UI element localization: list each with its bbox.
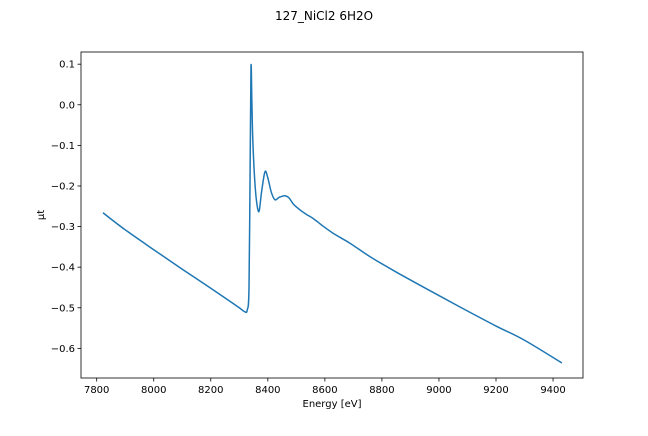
x-tick-label: 9000 [426,385,451,396]
series-line [102,63,563,364]
y-tick-label: −0.4 [51,263,75,274]
y-tick-label: −0.2 [51,181,75,192]
y-tick-label: −0.3 [51,222,75,233]
y-tick-label: −0.1 [51,141,75,152]
x-axis-label: Energy [eV] [303,399,362,410]
x-tick-label: 8000 [141,385,166,396]
x-tick-label: 8400 [255,385,280,396]
y-tick-label: −0.6 [51,344,75,355]
x-tick-label: 9200 [483,385,508,396]
plot-frame [80,51,584,379]
x-tick-label: 8800 [369,385,394,396]
y-tick-label: 0.1 [59,60,75,71]
x-tick-label: 8600 [312,385,337,396]
y-tick-label: 0.0 [59,100,75,111]
x-axis: 7800 8000 8200 8400 8600 8800 9000 9200 9400 [84,378,566,396]
x-tick-label: 9400 [540,385,565,396]
x-tick-label: 7800 [84,385,109,396]
y-axis: 0.1 0.0 −0.1 −0.2 −0.3 −0.4 −0.5 −0.6 [51,60,81,355]
y-tick-label: −0.5 [51,303,75,314]
x-tick-label: 8200 [198,385,223,396]
chart-title: 127_NiCl2 6H2O [275,9,373,23]
y-axis-label: μt [36,210,47,220]
